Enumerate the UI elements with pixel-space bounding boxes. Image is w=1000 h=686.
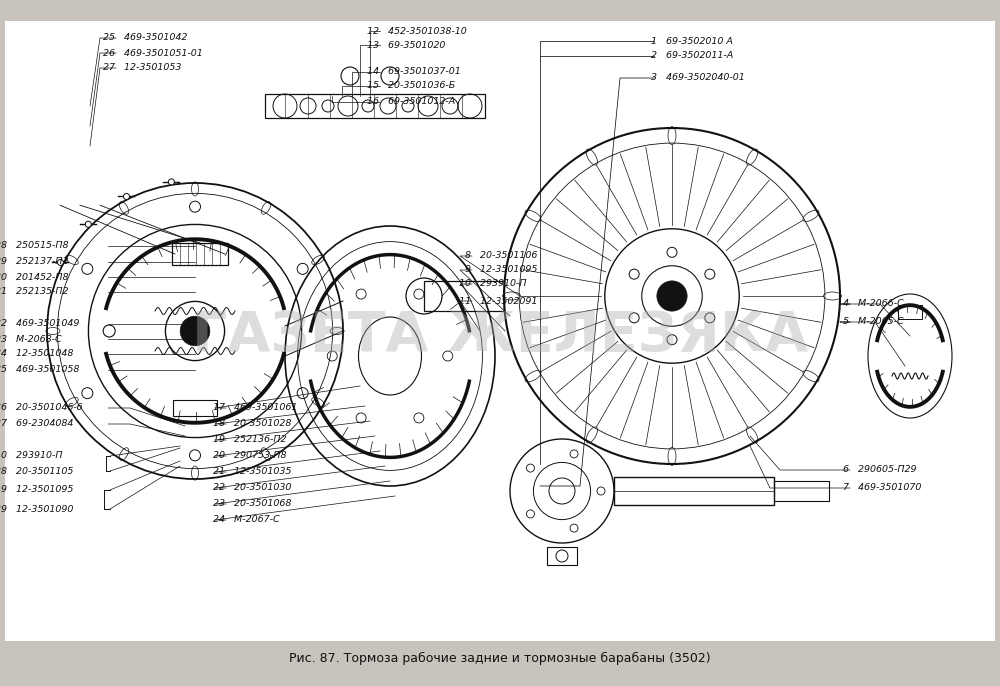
Text: 69-3501012-А: 69-3501012-А (382, 97, 455, 106)
Text: 34: 34 (0, 349, 10, 359)
Text: 12-3501053: 12-3501053 (118, 64, 181, 73)
Text: 469-3501042: 469-3501042 (118, 34, 187, 43)
Text: 69-3501020: 69-3501020 (382, 40, 445, 49)
Text: 38: 38 (0, 466, 10, 475)
Text: 1: 1 (651, 36, 660, 45)
Text: 4: 4 (843, 300, 852, 309)
Bar (265, 94, 485, 118)
Text: 8: 8 (465, 252, 474, 261)
Circle shape (123, 193, 129, 200)
Text: 469-3501061: 469-3501061 (228, 403, 297, 412)
Text: 469-3501058: 469-3501058 (10, 366, 79, 375)
Text: 69-2304084: 69-2304084 (10, 420, 73, 429)
Text: 252136-П2: 252136-П2 (228, 436, 287, 445)
Circle shape (85, 222, 91, 227)
Text: 15: 15 (367, 82, 382, 91)
Text: 27: 27 (103, 64, 118, 73)
Text: М-2066-С: М-2066-С (852, 300, 904, 309)
Text: 452-3501038-10: 452-3501038-10 (382, 27, 467, 36)
Text: 19: 19 (213, 436, 228, 445)
Text: 33: 33 (0, 335, 10, 344)
Text: 12-3501095: 12-3501095 (10, 486, 73, 495)
Text: 24: 24 (213, 515, 228, 525)
Text: Рис. 87. Тормоза рабочие задние и тормозные барабаны (3502): Рис. 87. Тормоза рабочие задние и тормоз… (289, 652, 711, 665)
Text: 12-3501035: 12-3501035 (228, 467, 291, 477)
Text: 12-3502091: 12-3502091 (474, 296, 537, 305)
Text: 9: 9 (465, 265, 474, 274)
Text: 20-3501106: 20-3501106 (474, 252, 537, 261)
Text: 28: 28 (0, 241, 10, 250)
Text: 3: 3 (651, 73, 660, 82)
Text: 31: 31 (0, 287, 10, 296)
Text: М-2067-С: М-2067-С (228, 515, 280, 525)
Text: 250515-П8: 250515-П8 (10, 241, 68, 250)
Text: 5: 5 (843, 318, 852, 327)
Text: 252137-П2: 252137-П2 (10, 257, 68, 266)
Text: 290605-П29: 290605-П29 (852, 466, 916, 475)
Text: 469-3501051-01: 469-3501051-01 (118, 49, 203, 58)
Text: 69-3502010 А: 69-3502010 А (660, 36, 733, 45)
Text: 10: 10 (0, 451, 10, 460)
Circle shape (103, 325, 115, 337)
Text: 293910-П: 293910-П (474, 279, 526, 289)
Text: 20-3501068: 20-3501068 (228, 499, 291, 508)
Text: 14: 14 (367, 67, 382, 77)
Text: 17: 17 (213, 403, 228, 412)
Text: 26: 26 (103, 49, 118, 58)
Text: М-2065-С: М-2065-С (852, 318, 904, 327)
Text: 29: 29 (0, 257, 10, 266)
Text: 13: 13 (367, 40, 382, 49)
Text: 16: 16 (367, 97, 382, 106)
Text: 25: 25 (103, 34, 118, 43)
Text: 23: 23 (213, 499, 228, 508)
Text: 36: 36 (0, 403, 10, 412)
Text: ГАЗЕТА ЖЕЛЕЗЯКА: ГАЗЕТА ЖЕЛЕЗЯКА (192, 309, 808, 363)
Text: 37: 37 (0, 420, 10, 429)
Text: 20-3501105: 20-3501105 (10, 466, 73, 475)
Text: 21: 21 (213, 467, 228, 477)
Text: 20-3501028: 20-3501028 (228, 420, 291, 429)
Text: 12-3501048: 12-3501048 (10, 349, 73, 359)
Text: 201452-П8: 201452-П8 (10, 272, 68, 281)
Text: 69-3502011-А: 69-3502011-А (660, 51, 733, 60)
Text: 69-3501037-01: 69-3501037-01 (382, 67, 461, 77)
Text: 30: 30 (0, 272, 10, 281)
Text: 20-3501036-Б: 20-3501036-Б (382, 82, 455, 91)
Bar (173, 400, 217, 416)
Text: 22: 22 (213, 484, 228, 493)
Bar (774, 481, 829, 501)
Text: 2: 2 (651, 51, 660, 60)
Text: 6: 6 (843, 466, 852, 475)
Bar (424, 281, 504, 311)
Text: 35: 35 (0, 366, 10, 375)
Text: 32: 32 (0, 320, 10, 329)
Bar (614, 477, 774, 505)
Bar (172, 243, 228, 265)
Text: 290753-П8: 290753-П8 (228, 451, 287, 460)
Text: 293910-П: 293910-П (10, 451, 62, 460)
Text: 20-3501030: 20-3501030 (228, 484, 291, 493)
Text: 18: 18 (213, 420, 228, 429)
Circle shape (57, 259, 63, 265)
Bar (547, 547, 577, 565)
Text: 12: 12 (367, 27, 382, 36)
Text: 39: 39 (0, 504, 10, 514)
Text: М-2068-С: М-2068-С (10, 335, 62, 344)
Text: 469-3501070: 469-3501070 (852, 484, 921, 493)
Text: 252135-П2: 252135-П2 (10, 287, 68, 296)
Text: 7: 7 (843, 484, 852, 493)
Text: 469-3502040-01: 469-3502040-01 (660, 73, 745, 82)
Bar (898, 305, 922, 319)
Text: 20: 20 (213, 451, 228, 460)
Circle shape (180, 316, 210, 346)
Text: 12-3501095: 12-3501095 (474, 265, 537, 274)
Circle shape (657, 281, 687, 311)
Text: 11: 11 (459, 296, 474, 305)
Text: 9: 9 (1, 486, 10, 495)
Text: 10: 10 (459, 279, 474, 289)
Text: 469-3501049: 469-3501049 (10, 320, 79, 329)
Circle shape (168, 179, 174, 185)
Text: 12-3501090: 12-3501090 (10, 504, 73, 514)
Text: 20-3501046-б: 20-3501046-б (10, 403, 83, 412)
